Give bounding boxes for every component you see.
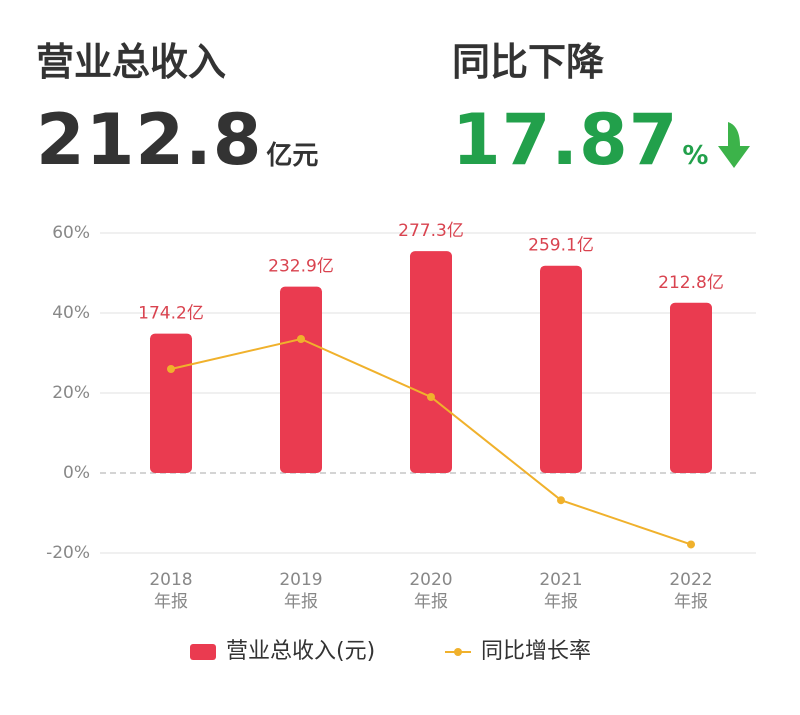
data-label: 174.2亿 [138, 304, 204, 324]
x-tick-label: 2018 [149, 570, 192, 590]
x-tick-label: 2019 [279, 570, 322, 590]
data-label: 212.8亿 [658, 273, 724, 293]
x-tick-label: 年报 [414, 592, 448, 612]
x-tick-label: 2020 [409, 570, 452, 590]
kpi-row: 17.87% [452, 100, 754, 180]
line-point [427, 393, 435, 401]
kpi-unit: 亿元 [266, 141, 319, 171]
kpi-label: 同比下降 [452, 40, 605, 84]
kpi-label: 营业总收入 [36, 40, 227, 84]
line-point [297, 335, 305, 343]
data-label: 259.1亿 [528, 236, 594, 256]
legend-label: 营业总收入(元) [226, 639, 375, 664]
down-arrow [717, 122, 750, 168]
kpi-value: 212.8 [36, 99, 263, 181]
y-tick-label: 0% [63, 463, 90, 483]
bar [670, 302, 712, 473]
legend-swatch [190, 644, 216, 660]
x-tick-label: 2022 [669, 570, 712, 590]
change-kpi: 同比下降 17.87% [452, 38, 754, 180]
bar [150, 333, 192, 473]
line-point [167, 365, 175, 373]
y-tick-label: -20% [46, 543, 90, 563]
x-tick-label: 年报 [544, 592, 578, 612]
arrow-shape [717, 122, 750, 168]
legend-swatch [454, 648, 462, 656]
kpi-row: 212.8 亿元 [36, 100, 318, 180]
x-tick-label: 年报 [674, 592, 708, 612]
x-tick-label: 年报 [154, 592, 188, 612]
y-tick-label: 60% [52, 223, 90, 243]
revenue-kpi: 营业总收入 212.8 亿元 [36, 38, 318, 180]
bar [540, 265, 582, 473]
kpi-unit: % [682, 141, 709, 171]
data-label: 277.3亿 [398, 221, 464, 241]
legend-label: 同比增长率 [481, 639, 591, 664]
bar [410, 251, 452, 473]
line-point [687, 540, 695, 549]
x-tick-label: 2021 [539, 570, 582, 590]
data-label: 232.9亿 [268, 257, 334, 277]
y-tick-label: 20% [52, 383, 90, 403]
bar [280, 286, 322, 473]
x-tick-label: 年报 [284, 592, 318, 612]
line-point [557, 496, 565, 505]
kpi-value: 17.87 [452, 99, 679, 181]
y-tick-label: 40% [52, 303, 90, 323]
